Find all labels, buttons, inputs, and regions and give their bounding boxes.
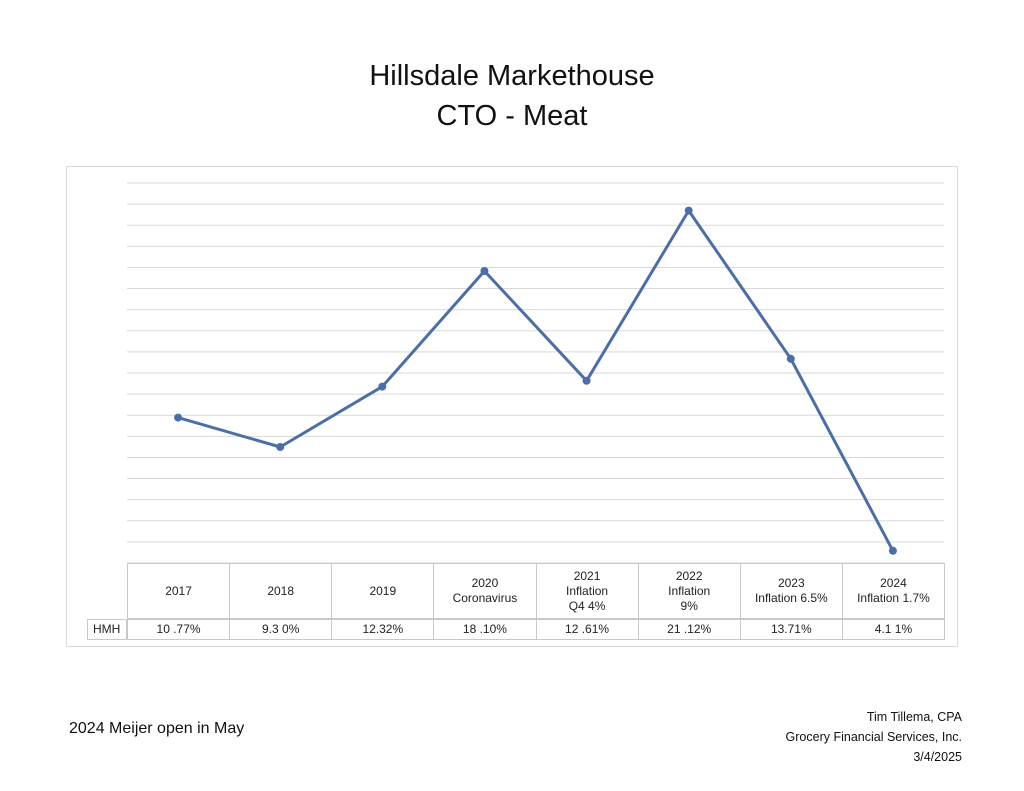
- credit-company: Grocery Financial Services, Inc.: [785, 730, 962, 744]
- category-label: 2018: [229, 563, 333, 619]
- category-label: 2017: [127, 563, 231, 619]
- data-point: [888, 546, 897, 555]
- data-value-label: 12 .61%: [535, 619, 639, 640]
- data-point: [786, 354, 795, 363]
- data-point: [276, 443, 285, 451]
- data-point: [684, 206, 693, 215]
- data-value-label: 10 .77%: [127, 619, 231, 640]
- data-value-label: 18 .10%: [433, 619, 537, 640]
- credit-name: Tim Tillema, CPA: [866, 710, 962, 724]
- credit-date: 3/4/2025: [913, 750, 962, 764]
- data-point: [378, 382, 387, 391]
- category-label: 2024 Inflation 1.7%: [841, 563, 945, 619]
- chart-title: Hillsdale Markethouse: [369, 60, 655, 92]
- chart-area: HMH 2017 10 .77% 2018 9.3 0% 2019 12.32% 2020 C…: [66, 166, 958, 647]
- data-point: [174, 413, 183, 422]
- category-label: 2022 Inflation 9%: [637, 563, 741, 619]
- data-point: [480, 267, 489, 275]
- data-value-label: 9.3 0%: [229, 619, 333, 640]
- line-chart: [127, 182, 944, 564]
- data-value-label: 4.1 1%: [841, 619, 945, 640]
- data-point: [582, 376, 591, 385]
- category-label: 2019: [331, 563, 435, 619]
- category-label: 2023 Inflation 6.5%: [739, 563, 843, 619]
- category-label: 2021 Inflation Q4 4%: [535, 563, 639, 619]
- footnote: 2024 Meijer open in May: [69, 720, 245, 737]
- chart-subtitle: CTO - Meat: [436, 100, 588, 132]
- data-value-label: 21 .12%: [637, 619, 741, 640]
- series-name-hmh: HMH: [87, 619, 127, 640]
- data-value-label: 12.32%: [331, 619, 435, 640]
- data-value-label: 13.71%: [739, 619, 843, 640]
- category-label: 2020 Coronavirus: [433, 563, 537, 619]
- series-line-hmh: [177, 209, 895, 552]
